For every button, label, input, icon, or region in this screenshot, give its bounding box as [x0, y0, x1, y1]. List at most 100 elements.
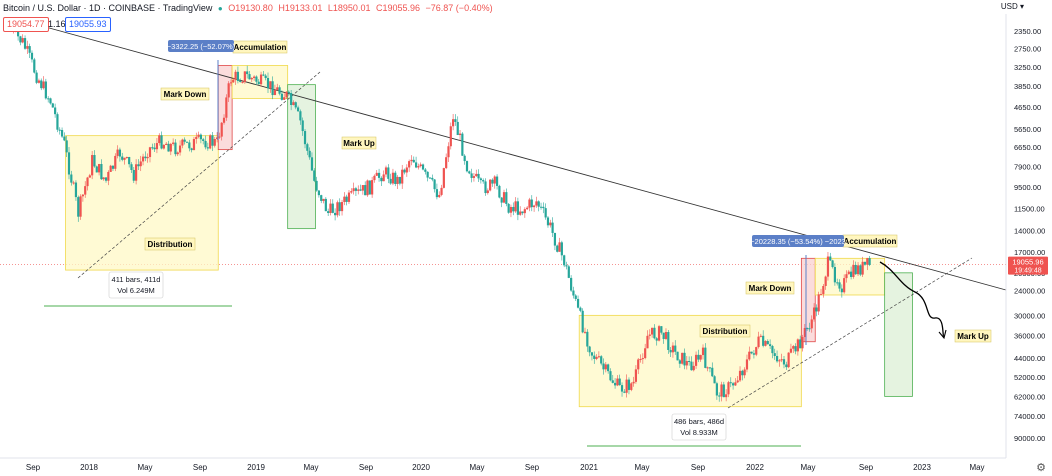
time-tick-16: 2023: [913, 463, 931, 472]
candle: [209, 134, 212, 150]
candle-body: [371, 180, 374, 195]
time-tick-10: 2021: [580, 463, 598, 472]
candle: [609, 368, 612, 382]
candle-body: [435, 189, 439, 198]
candle: [107, 170, 110, 186]
candle-body: [836, 282, 839, 284]
candle: [463, 154, 466, 165]
current-price-value: 19055.96: [1012, 258, 1043, 267]
candle-body: [334, 212, 337, 216]
candle-body: [720, 384, 723, 397]
candle: [586, 329, 589, 352]
candle: [93, 150, 96, 168]
candle: [225, 94, 228, 121]
candle-body: [579, 307, 582, 311]
candle-body: [551, 222, 554, 233]
candle: [49, 97, 52, 105]
candle-body: [366, 180, 369, 196]
candle-body: [810, 319, 813, 329]
trend-line-support-2: [727, 257, 973, 409]
candle: [368, 180, 371, 195]
candle: [153, 143, 156, 152]
candle: [424, 167, 427, 175]
candle-body: [218, 136, 221, 138]
candle-body: [387, 167, 390, 179]
candle-body: [306, 144, 309, 151]
candle-body: [23, 38, 27, 49]
price-tick-5: 5650.00: [1014, 125, 1041, 134]
candle-body: [651, 327, 654, 335]
candle-body: [681, 352, 684, 364]
candle-body: [468, 171, 471, 174]
price-tick-1: 2750.00: [1014, 45, 1041, 54]
candle: [725, 389, 728, 402]
candle: [137, 159, 140, 170]
buy-button[interactable]: 19055.93: [65, 17, 111, 32]
candle: [246, 65, 249, 79]
candle: [565, 261, 568, 270]
time-tick-1: 2018: [80, 463, 98, 472]
candle-body: [782, 359, 786, 365]
candle-body: [88, 175, 91, 178]
candle-body: [544, 208, 547, 218]
candle-body: [711, 367, 714, 377]
candle: [583, 327, 587, 334]
candle: [676, 351, 679, 361]
candle: [285, 91, 288, 100]
candle-body: [137, 164, 140, 167]
candle: [817, 291, 820, 315]
candle-body: [581, 310, 584, 333]
candle: [644, 343, 647, 360]
candle-body: [273, 90, 277, 96]
candle: [188, 139, 191, 152]
accumulation-label-2: Accumulation: [844, 237, 897, 246]
candle: [477, 169, 480, 183]
candle: [505, 188, 508, 207]
candle: [570, 275, 573, 292]
symbol-title: Bitcoin / U.S. Dollar · 1D · COINBASE · …: [3, 3, 213, 13]
time-tick-13: 2022: [746, 463, 764, 472]
candle: [549, 219, 552, 228]
candle: [808, 322, 811, 332]
candle: [667, 329, 670, 354]
candle: [563, 254, 566, 268]
candle-body: [849, 271, 853, 277]
candle: [588, 345, 591, 357]
gear-icon[interactable]: ⚙: [1036, 462, 1046, 474]
candle: [81, 194, 84, 202]
candle: [162, 144, 165, 150]
price-tick-10: 14000.00: [1014, 226, 1045, 235]
candle: [74, 180, 78, 201]
candle: [433, 179, 436, 193]
candle-body: [755, 347, 758, 355]
candle-body: [609, 371, 612, 381]
candle-body: [169, 143, 172, 152]
candle: [528, 197, 531, 212]
candle: [736, 376, 739, 384]
candle: [65, 136, 68, 158]
candle: [435, 183, 439, 200]
candle-body: [206, 147, 209, 149]
candle-body: [232, 79, 235, 83]
candle: [243, 71, 246, 84]
candle: [743, 367, 746, 379]
candle-body: [847, 271, 850, 275]
candle: [30, 50, 34, 63]
candle-body: [743, 369, 746, 376]
currency-selector[interactable]: USD ▾: [1000, 2, 1024, 11]
candle: [419, 162, 422, 168]
candle-body: [123, 157, 126, 160]
candle: [431, 174, 434, 182]
candle-body: [822, 285, 825, 295]
price-tick-18: 62000.00: [1014, 392, 1045, 401]
candle-body: [570, 277, 573, 291]
candle-body: [715, 383, 718, 396]
candle: [581, 308, 584, 334]
candle: [655, 336, 658, 346]
candle: [322, 198, 325, 204]
sell-button[interactable]: 19054.77: [3, 17, 49, 32]
candle: [604, 362, 607, 373]
candle: [537, 200, 540, 212]
candle: [130, 162, 133, 173]
